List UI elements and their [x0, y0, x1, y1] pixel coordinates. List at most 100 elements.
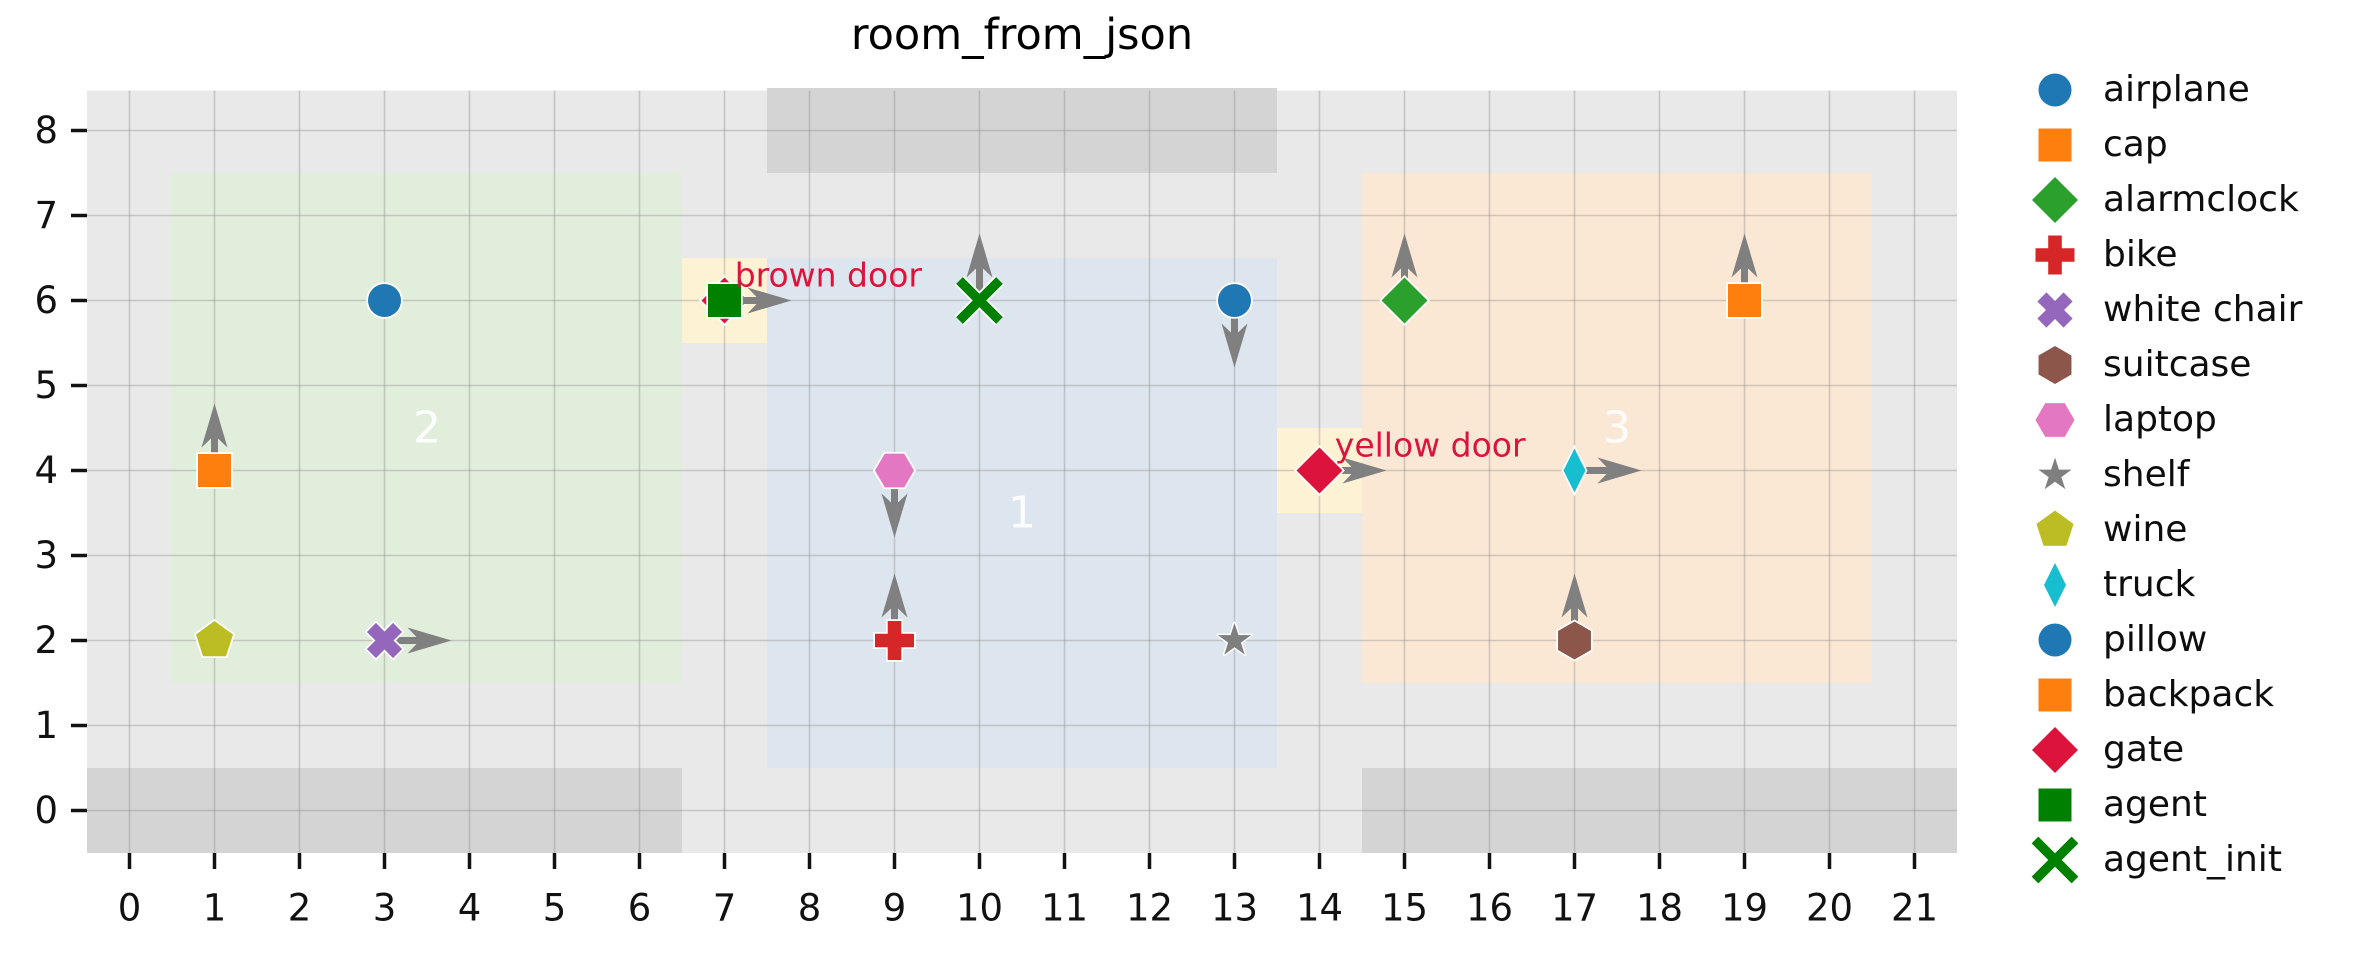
- legend-item-agent-init: agent_init: [2029, 832, 2302, 887]
- laptop-legend-marker: [2033, 400, 2077, 439]
- y-tick-label: 3: [34, 534, 58, 577]
- x-tick-label: 18: [1636, 887, 1683, 930]
- cap-legend-marker: [2036, 126, 2074, 163]
- orientation-arrow-gate: [1326, 457, 1387, 484]
- room-label-1: 1: [1008, 488, 1036, 539]
- marker-gate: [1294, 445, 1345, 496]
- x-tick-label: 21: [1891, 887, 1938, 930]
- x-tick-label: 3: [373, 887, 397, 930]
- legend-label: suitcase: [2103, 344, 2252, 385]
- x-tick-label: 12: [1126, 887, 1173, 930]
- orientation-arrow-backpack: [1731, 233, 1758, 294]
- legend-item-alarmclock: alarmclock: [2029, 172, 2302, 227]
- legend-label: shelf: [2103, 454, 2190, 495]
- legend-item-gate: gate: [2029, 722, 2302, 777]
- x-tick-label: 17: [1551, 887, 1598, 930]
- door-label-yellow-door: yellow door: [1335, 426, 1526, 465]
- marker-truck: [1561, 444, 1588, 497]
- x-tick-label: 19: [1721, 887, 1768, 930]
- y-tick-label: 2: [34, 619, 58, 662]
- backpack-legend-marker: [2036, 676, 2074, 713]
- marker-pillow: [1216, 282, 1253, 319]
- orientation-arrow-cap: [201, 403, 228, 464]
- orientation-arrow-alarmclock: [1391, 233, 1418, 294]
- marker-suitcase: [1556, 619, 1593, 662]
- bike-legend-marker: [2033, 233, 2077, 276]
- x-tick-label: 4: [458, 887, 482, 930]
- legend-label: alarmclock: [2103, 179, 2299, 220]
- x-tick-label: 11: [1041, 887, 1088, 930]
- legend-label: cap: [2103, 124, 2168, 165]
- legend-item-backpack: backpack: [2029, 667, 2302, 722]
- legend-label: agent: [2103, 784, 2207, 825]
- x-tick-label: 6: [628, 887, 652, 930]
- y-tick-label: 1: [34, 704, 58, 747]
- legend-label: backpack: [2103, 674, 2275, 715]
- wine-legend-marker: [2034, 507, 2076, 548]
- chart-title: room_from_json: [850, 10, 1194, 60]
- marker-bike: [873, 619, 916, 662]
- legend: airplane cap alarmclock bike white chair suit…: [2029, 62, 2302, 887]
- grid-lines: [87, 90, 1957, 853]
- marker-agent: [706, 282, 743, 319]
- truck-legend-marker: [2042, 558, 2068, 611]
- marker-agent-init: [954, 275, 1005, 326]
- y-tick-label: 5: [34, 364, 58, 407]
- x-tick-label: 0: [118, 887, 142, 930]
- white-chair-legend-marker: [2034, 289, 2076, 330]
- agent-init-legend-marker: [2030, 834, 2080, 885]
- room-1-area: [767, 258, 1277, 768]
- y-tick-label: 8: [34, 109, 58, 152]
- orientation-arrow-agent: [731, 287, 792, 314]
- legend-label: white chair: [2103, 289, 2303, 330]
- alarmclock-legend-marker: [2029, 174, 2081, 225]
- marker-wine: [193, 618, 236, 659]
- legend-item-cap: cap: [2029, 117, 2302, 172]
- room-label-2: 2: [413, 403, 441, 454]
- y-tick-label: 7: [34, 194, 58, 237]
- legend-item-airplane: airplane: [2029, 62, 2302, 117]
- marker-cap: [196, 452, 233, 489]
- y-tick-label: 6: [34, 279, 58, 322]
- marker-laptop: [872, 451, 917, 490]
- gate-legend-marker: [2029, 724, 2081, 775]
- orientation-arrow-agent-init: [966, 233, 993, 294]
- x-tick-label: 14: [1296, 887, 1343, 930]
- marker-alarmclock: [1379, 275, 1430, 326]
- x-tick-label: 1: [203, 887, 227, 930]
- x-tick-label: 8: [798, 887, 822, 930]
- orientation-arrow-suitcase: [1561, 573, 1588, 634]
- orientation-arrow-bike: [881, 573, 908, 634]
- airplane-legend-marker: [2036, 71, 2074, 108]
- pillow-legend-marker: [2036, 621, 2074, 658]
- legend-item-laptop: laptop: [2029, 392, 2302, 447]
- x-tick-label: 2: [288, 887, 312, 930]
- legend-item-wine: wine: [2029, 502, 2302, 557]
- axis-ticks: 0 1 2 3 4 5 6 7 8 9 10 11 12 13 14 15 16 17 18 19 20 21012345…: [34, 109, 1938, 930]
- legend-label: agent_init: [2103, 839, 2282, 880]
- legend-label: airplane: [2103, 69, 2250, 110]
- x-tick-label: 9: [883, 887, 907, 930]
- orientation-arrow-laptop: [881, 477, 908, 538]
- marker-white-chair: [364, 620, 405, 661]
- legend-item-bike: bike: [2029, 227, 2302, 282]
- marker-airplane: [366, 282, 403, 319]
- wall-rect: [767, 88, 1277, 173]
- x-tick-label: 15: [1381, 887, 1428, 930]
- x-tick-label: 13: [1211, 887, 1258, 930]
- door-label-brown-door: brown door: [735, 256, 923, 295]
- room-label-3: 3: [1603, 403, 1631, 454]
- legend-label: laptop: [2103, 399, 2217, 440]
- agent-legend-marker: [2036, 786, 2074, 823]
- legend-label: truck: [2103, 564, 2196, 605]
- room-2-area: [172, 173, 682, 683]
- x-tick-label: 20: [1806, 887, 1853, 930]
- x-tick-label: 7: [713, 887, 737, 930]
- legend-item-truck: truck: [2029, 557, 2302, 612]
- wall-rect: [1362, 768, 1957, 853]
- y-tick-label: 0: [34, 789, 58, 832]
- legend-item-shelf: shelf: [2029, 447, 2302, 502]
- legend-item-agent: agent: [2029, 777, 2302, 832]
- legend-item-white-chair: white chair: [2029, 282, 2302, 337]
